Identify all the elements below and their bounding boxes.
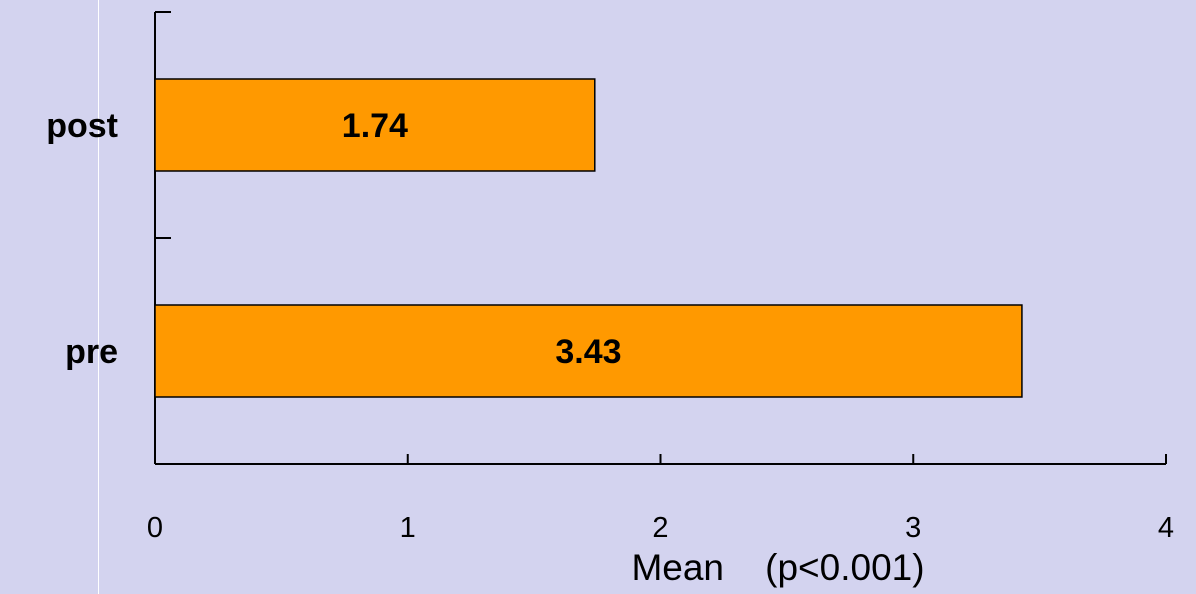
x-axis-title: Mean (p<0.001) — [631, 547, 924, 588]
category-label-pre: pre — [65, 333, 118, 371]
vertical-divider-line — [98, 0, 99, 594]
category-label-post: post — [46, 107, 118, 145]
bar-pre — [154, 304, 1023, 398]
label-layer: 0 1 2 3 4 1.74 post 3.43 pre — [46, 107, 1174, 544]
x-tick-label: 4 — [1158, 512, 1174, 544]
x-tick-label: 2 — [652, 512, 668, 544]
data-label-pre: 3.43 — [555, 333, 621, 371]
x-tick-label: 1 — [400, 512, 416, 544]
data-label-post: 1.74 — [342, 107, 408, 145]
x-tick-label: 3 — [905, 512, 921, 544]
x-tick-label: 0 — [147, 512, 163, 544]
bar-layer — [154, 78, 1023, 398]
bar-post — [154, 78, 596, 172]
